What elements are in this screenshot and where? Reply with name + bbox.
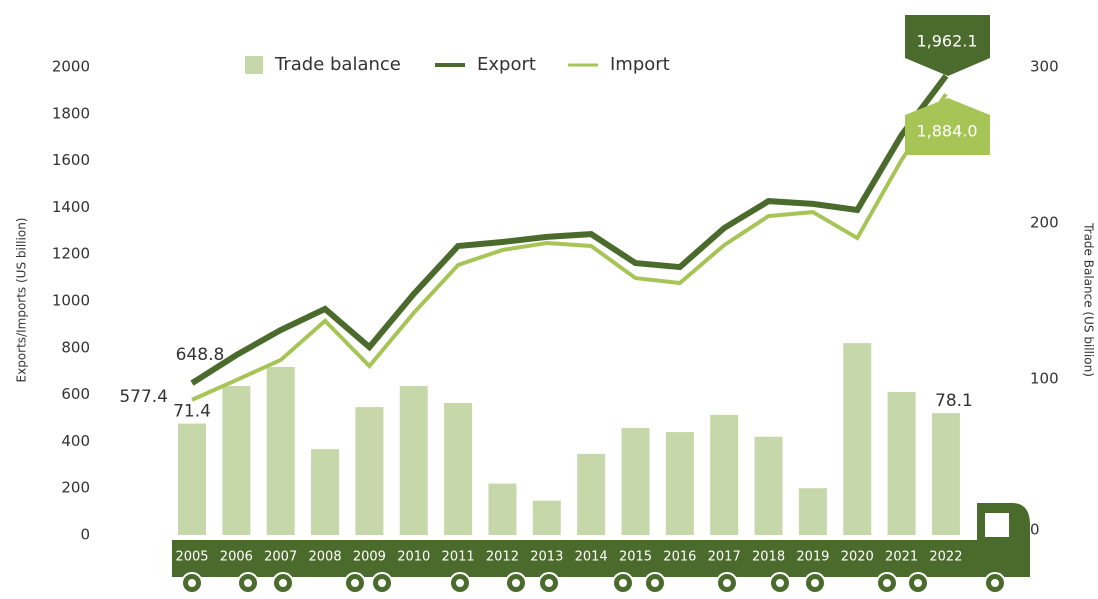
data-label: 1,884.0 [916,122,977,141]
bar [932,413,960,535]
bar [533,501,561,535]
truck-window [985,513,1009,537]
y-tick-label: 1800 [52,104,90,122]
y-tick-label: 400 [61,432,90,450]
bar [666,432,694,535]
chart: Exports/Imports (US billion) Trade Balan… [0,0,1098,595]
y-tick-label: 1000 [52,292,90,310]
wheel-hub [914,579,922,587]
wheel-hub [188,579,196,587]
y-tick-label: 1200 [52,245,90,263]
bar [355,407,383,535]
bar [400,386,428,535]
y-tick-label: 1400 [52,198,90,216]
wheel-hub [456,579,464,587]
wheel-hub [545,579,553,587]
x-tick-label: 2017 [708,550,741,565]
x-tick-label: 2005 [175,550,208,565]
x-tick-label: 2021 [885,550,918,565]
bar [267,367,295,535]
wheel-hub [279,579,287,587]
y-tick-label: 800 [61,338,90,356]
data-label: 1,962.1 [916,32,977,51]
bar [577,454,605,535]
x-tick-label: 2008 [309,550,342,565]
y-tick-label: 600 [61,385,90,403]
legend-label: Trade balance [274,54,401,75]
y-tick-label: 0 [80,526,90,544]
y-tick-label: 1600 [52,151,90,169]
bar [799,488,827,535]
x-tick-label: 2018 [752,550,785,565]
bar [178,424,206,535]
data-label: 648.8 [176,345,225,365]
x-tick-label: 2011 [442,550,475,565]
wheel-hub [723,579,731,587]
x-tick-label: 2013 [530,550,563,565]
line [192,94,946,400]
x-tick-label: 2010 [397,550,430,565]
bar [755,437,783,535]
y2-tick-label: 100 [1030,370,1059,388]
x-tick-label: 2020 [841,550,874,565]
wheel-hub [378,579,386,587]
y-tick-label: 2000 [52,58,90,76]
x-tick-label: 2022 [929,550,962,565]
y2-tick-label: 0 [1030,521,1040,539]
x-tick-label: 2007 [264,550,297,565]
bar [444,403,472,535]
data-label: 577.4 [119,387,168,407]
bar [888,392,916,535]
wheel-hub [512,579,520,587]
y-tick-label: 200 [61,479,90,497]
wheel-hub [351,579,359,587]
y-axis-title: Exports/Imports (US billion) [15,218,29,383]
wheel-hub [619,579,627,587]
x-tick-label: 2012 [486,550,519,565]
wheel-hub [651,579,659,587]
data-label: 71.4 [173,402,211,422]
x-tick-label: 2015 [619,550,652,565]
legend-swatch [245,56,263,74]
wheel-hub [776,579,784,587]
x-tick-label: 2019 [796,550,829,565]
legend-label: Export [477,54,536,75]
data-label: 78.1 [935,391,973,411]
x-tick-label: 2006 [220,550,253,565]
wheel-hub [991,579,999,587]
bar [222,386,250,535]
x-tick-label: 2009 [353,550,386,565]
bar [311,449,339,535]
wheel-hub [244,579,252,587]
x-tick-label: 2014 [575,550,608,565]
bar [710,415,738,535]
x-tick-label: 2016 [663,550,696,565]
y2-tick-label: 300 [1030,58,1059,76]
bar [488,484,516,535]
y2-tick-label: 200 [1030,214,1059,232]
wheel-hub [811,579,819,587]
bar [622,428,650,535]
y2-axis-title: Trade Balance (US billion) [1082,222,1096,377]
bar [843,343,871,535]
wheel-hub [883,579,891,587]
legend-label: Import [610,54,670,75]
